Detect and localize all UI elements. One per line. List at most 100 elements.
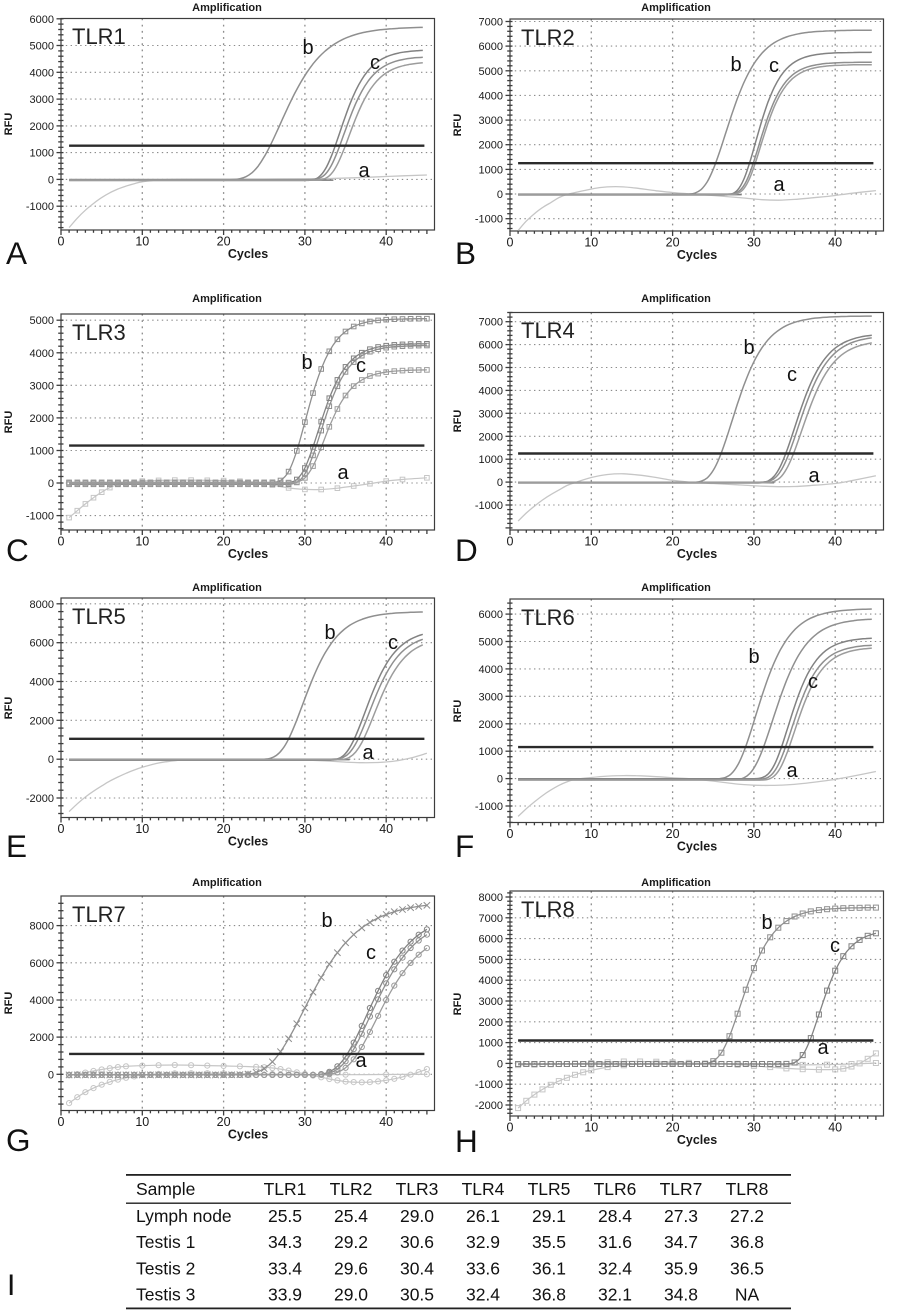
svg-text:1000: 1000 xyxy=(30,446,54,458)
svg-text:5000: 5000 xyxy=(30,41,54,53)
svg-text:Cycles: Cycles xyxy=(677,248,717,262)
svg-text:2000: 2000 xyxy=(30,1032,54,1044)
svg-text:7000: 7000 xyxy=(479,317,503,329)
svg-text:2000: 2000 xyxy=(479,140,503,152)
svg-text:b: b xyxy=(302,37,313,59)
svg-text:40: 40 xyxy=(828,827,842,841)
svg-text:F: F xyxy=(455,828,474,860)
svg-text:5000: 5000 xyxy=(479,637,503,649)
svg-text:RFU: RFU xyxy=(452,114,464,137)
svg-text:NA: NA xyxy=(735,1285,760,1305)
svg-text:7000: 7000 xyxy=(479,17,503,29)
svg-text:0: 0 xyxy=(507,236,514,250)
svg-text:I: I xyxy=(7,1269,15,1302)
svg-text:4000: 4000 xyxy=(479,664,503,676)
svg-text:-1000: -1000 xyxy=(475,801,503,813)
svg-text:33.4: 33.4 xyxy=(268,1258,302,1278)
svg-text:Testis 1: Testis 1 xyxy=(136,1232,195,1252)
svg-text:30: 30 xyxy=(298,1115,312,1129)
svg-text:1000: 1000 xyxy=(479,164,503,176)
svg-text:29.2: 29.2 xyxy=(334,1232,368,1252)
svg-text:30: 30 xyxy=(747,236,761,250)
svg-text:0: 0 xyxy=(497,189,503,201)
svg-text:6000: 6000 xyxy=(479,340,503,352)
svg-text:Cycles: Cycles xyxy=(228,835,268,849)
svg-text:20: 20 xyxy=(217,535,231,549)
svg-text:6000: 6000 xyxy=(479,41,503,53)
svg-text:E: E xyxy=(6,828,27,860)
svg-text:TLR5: TLR5 xyxy=(72,604,126,629)
svg-text:8000: 8000 xyxy=(30,921,54,933)
svg-text:20: 20 xyxy=(666,236,680,250)
svg-text:a: a xyxy=(817,1037,829,1059)
svg-text:Amplification: Amplification xyxy=(192,2,262,14)
svg-text:10: 10 xyxy=(584,1121,598,1135)
svg-text:30.6: 30.6 xyxy=(400,1232,434,1252)
svg-text:20: 20 xyxy=(666,535,680,549)
svg-text:3000: 3000 xyxy=(479,115,503,127)
svg-text:4000: 4000 xyxy=(30,677,54,689)
svg-text:c: c xyxy=(370,52,380,74)
svg-text:TLR3: TLR3 xyxy=(72,320,126,345)
svg-text:33.9: 33.9 xyxy=(268,1285,302,1305)
svg-text:c: c xyxy=(808,671,818,693)
svg-text:8000: 8000 xyxy=(479,892,503,904)
svg-text:2000: 2000 xyxy=(30,413,54,425)
svg-text:26.1: 26.1 xyxy=(466,1206,500,1226)
svg-text:3000: 3000 xyxy=(30,380,54,392)
svg-text:TLR4: TLR4 xyxy=(521,318,575,343)
svg-text:0: 0 xyxy=(58,235,65,249)
svg-text:10: 10 xyxy=(584,535,598,549)
svg-text:32.4: 32.4 xyxy=(466,1285,500,1305)
svg-text:0: 0 xyxy=(507,1121,514,1135)
svg-text:29.0: 29.0 xyxy=(400,1206,434,1226)
svg-text:28.4: 28.4 xyxy=(598,1206,632,1226)
svg-text:6000: 6000 xyxy=(30,958,54,970)
svg-text:10: 10 xyxy=(584,827,598,841)
svg-text:0: 0 xyxy=(58,1115,65,1129)
svg-text:TLR1: TLR1 xyxy=(72,24,126,49)
svg-text:Cycles: Cycles xyxy=(677,840,717,854)
svg-text:H: H xyxy=(455,1123,478,1159)
svg-text:30.5: 30.5 xyxy=(400,1285,434,1305)
svg-text:D: D xyxy=(455,532,478,565)
svg-text:TLR1: TLR1 xyxy=(264,1179,307,1199)
svg-text:C: C xyxy=(6,532,29,565)
svg-text:40: 40 xyxy=(828,236,842,250)
svg-text:a: a xyxy=(337,462,349,484)
svg-text:4000: 4000 xyxy=(30,67,54,79)
svg-text:0: 0 xyxy=(507,827,514,841)
svg-text:Testis 2: Testis 2 xyxy=(136,1258,195,1278)
svg-text:Sample: Sample xyxy=(136,1179,195,1199)
svg-text:b: b xyxy=(743,337,754,359)
svg-text:b: b xyxy=(730,54,741,76)
svg-text:30: 30 xyxy=(747,535,761,549)
svg-text:Amplification: Amplification xyxy=(192,582,262,594)
svg-text:31.6: 31.6 xyxy=(598,1232,632,1252)
svg-text:RFU: RFU xyxy=(3,113,15,136)
svg-text:4000: 4000 xyxy=(479,385,503,397)
svg-text:0: 0 xyxy=(48,478,54,490)
svg-text:25.4: 25.4 xyxy=(334,1206,368,1226)
svg-text:Cycles: Cycles xyxy=(677,1133,717,1147)
svg-text:5000: 5000 xyxy=(479,954,503,966)
svg-text:25.5: 25.5 xyxy=(268,1206,302,1226)
svg-text:1000: 1000 xyxy=(30,148,54,160)
svg-text:33.6: 33.6 xyxy=(466,1258,500,1278)
svg-text:Amplification: Amplification xyxy=(641,293,711,305)
svg-text:-2000: -2000 xyxy=(475,1100,503,1112)
svg-text:Testis 3: Testis 3 xyxy=(136,1285,195,1305)
svg-text:40: 40 xyxy=(379,535,393,549)
svg-text:b: b xyxy=(761,912,772,934)
svg-text:0: 0 xyxy=(48,1069,54,1081)
svg-text:30: 30 xyxy=(298,822,312,836)
svg-text:20: 20 xyxy=(217,1115,231,1129)
svg-text:c: c xyxy=(769,55,779,77)
svg-text:Cycles: Cycles xyxy=(228,1128,268,1142)
svg-text:RFU: RFU xyxy=(452,410,464,433)
svg-text:29.1: 29.1 xyxy=(532,1206,566,1226)
svg-text:30: 30 xyxy=(298,235,312,249)
svg-text:1000: 1000 xyxy=(479,1038,503,1050)
svg-text:40: 40 xyxy=(379,235,393,249)
svg-text:b: b xyxy=(301,352,312,374)
